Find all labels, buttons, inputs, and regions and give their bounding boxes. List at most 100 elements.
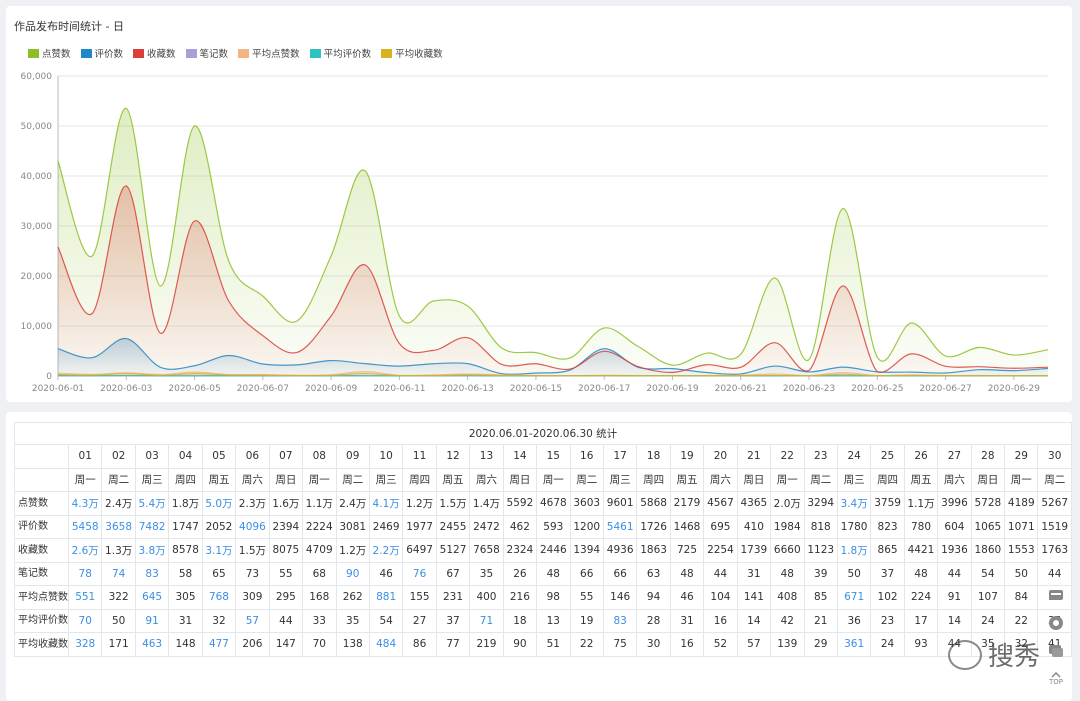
x-tick-label: 2020-06-21 bbox=[715, 384, 767, 394]
day-header: 14 bbox=[502, 444, 538, 469]
table-cell: 1519 bbox=[1037, 514, 1072, 539]
legend-label: 评价数 bbox=[94, 49, 124, 60]
table-cell: 35 bbox=[335, 608, 370, 633]
table-cell: 1.5万 bbox=[435, 491, 471, 516]
table-cell: 7658 bbox=[469, 538, 504, 563]
chart-legend: 点赞数 评价数 收藏数 笔记数 平均点赞数 平均评价数 平均收藏数 bbox=[28, 46, 443, 60]
feedback-icon[interactable] bbox=[1047, 586, 1065, 604]
table-cell: 1071 bbox=[1004, 514, 1039, 539]
day-header: 25 bbox=[870, 444, 905, 469]
table-row: 笔记数 78 74 83 58 65 73 55 68 90 46 76 67 35 26 48 66 66 63 4… bbox=[14, 561, 1072, 586]
table-cell: 2.3万 bbox=[235, 491, 270, 516]
weekday-header: 周二 bbox=[1037, 467, 1072, 492]
table-cell: 57 bbox=[235, 608, 270, 633]
table-cell: 4567 bbox=[703, 491, 738, 516]
table-cell: 3.1万 bbox=[201, 538, 237, 563]
table-cell: 1065 bbox=[970, 514, 1006, 539]
table-cell: 2.0万 bbox=[770, 491, 805, 516]
legend-item[interactable]: 笔记数 bbox=[185, 46, 228, 60]
table-cell: 1726 bbox=[636, 514, 671, 539]
table-cell: 1977 bbox=[402, 514, 437, 539]
day-header: 18 bbox=[636, 444, 671, 469]
legend-item[interactable]: 平均评价数 bbox=[309, 46, 371, 60]
table-cell: 5728 bbox=[970, 491, 1006, 516]
y-tick-label: 10,000 bbox=[21, 322, 53, 332]
table-cell: 231 bbox=[435, 585, 471, 610]
weekday-header: 周五 bbox=[669, 467, 705, 492]
table-cell: 881 bbox=[368, 585, 404, 610]
table-cell: 671 bbox=[836, 585, 872, 610]
table-cell: 1.1万 bbox=[903, 491, 939, 516]
weekday-header: 周一 bbox=[302, 467, 337, 492]
table-cell: 17 bbox=[903, 608, 939, 633]
day-header: 07 bbox=[268, 444, 304, 469]
table-cell: 73 bbox=[235, 561, 270, 586]
weekday-header: 周六 bbox=[937, 467, 972, 492]
table-cell: 102 bbox=[870, 585, 905, 610]
table-cell: 65 bbox=[201, 561, 237, 586]
table-cell: 94 bbox=[636, 585, 671, 610]
table-cell: 4365 bbox=[736, 491, 772, 516]
table-cell: 67 bbox=[435, 561, 471, 586]
table-cell: 91 bbox=[937, 585, 972, 610]
table-cell: 32 bbox=[1004, 632, 1039, 657]
legend-item[interactable]: 收藏数 bbox=[133, 46, 176, 60]
legend-item[interactable]: 平均点赞数 bbox=[238, 46, 300, 60]
table-cell: 1.8万 bbox=[836, 538, 872, 563]
legend-item[interactable]: 平均收藏数 bbox=[381, 46, 443, 60]
table-cell: 1468 bbox=[669, 514, 705, 539]
weekday-header: 周一 bbox=[67, 467, 103, 492]
table-cell: 1.2万 bbox=[335, 538, 370, 563]
table-cell: 31 bbox=[669, 608, 705, 633]
table-cell: 206 bbox=[235, 632, 270, 657]
x-tick-label: 2020-06-17 bbox=[578, 384, 630, 394]
weekday-header: 周一 bbox=[536, 467, 571, 492]
weekday-header: 周一 bbox=[770, 467, 805, 492]
table-cell: 1.5万 bbox=[235, 538, 270, 563]
chat-icon[interactable] bbox=[1047, 614, 1065, 632]
table-cell: 16 bbox=[703, 608, 738, 633]
table-cell: 4709 bbox=[302, 538, 337, 563]
day-header: 17 bbox=[602, 444, 638, 469]
x-tick-label: 2020-06-29 bbox=[988, 384, 1041, 394]
table-cell: 780 bbox=[903, 514, 939, 539]
weekday-header: 周五 bbox=[201, 467, 237, 492]
legend-item[interactable]: 点赞数 bbox=[28, 46, 71, 60]
message-icon[interactable] bbox=[1047, 642, 1065, 660]
table-cell: 85 bbox=[803, 585, 838, 610]
weekday-header: 周三 bbox=[836, 467, 872, 492]
series-line bbox=[57, 107, 1049, 366]
table-cell: 76 bbox=[402, 561, 437, 586]
legend-label: 点赞数 bbox=[42, 49, 71, 60]
table-cell: 2455 bbox=[435, 514, 471, 539]
table-cell: 3081 bbox=[335, 514, 370, 539]
day-header: 05 bbox=[201, 444, 237, 469]
table-cell: 16 bbox=[669, 632, 705, 657]
weekday-header: 周一 bbox=[1004, 467, 1039, 492]
table-cell: 1200 bbox=[569, 514, 604, 539]
table-cell: 147 bbox=[268, 632, 304, 657]
table-cell: 219 bbox=[469, 632, 504, 657]
day-header: 23 bbox=[803, 444, 838, 469]
table-cell: 30 bbox=[636, 632, 671, 657]
back-to-top-button[interactable]: TOP bbox=[1047, 670, 1065, 688]
table-cell: 90 bbox=[502, 632, 538, 657]
table-cell: 55 bbox=[569, 585, 604, 610]
weekday-header: 周六 bbox=[235, 467, 270, 492]
x-tick-label: 2020-06-01 bbox=[32, 384, 84, 394]
table-cell: 14 bbox=[937, 608, 972, 633]
table-cell: 22 bbox=[569, 632, 604, 657]
table-cell: 1780 bbox=[836, 514, 872, 539]
x-tick-label: 2020-06-13 bbox=[441, 384, 493, 394]
table-cell: 37 bbox=[870, 561, 905, 586]
table-cell: 29 bbox=[803, 632, 838, 657]
table-cell: 6497 bbox=[402, 538, 437, 563]
table-cell: 48 bbox=[669, 561, 705, 586]
table-cell: 823 bbox=[870, 514, 905, 539]
legend-item[interactable]: 评价数 bbox=[80, 46, 124, 60]
table-cell: 24 bbox=[970, 608, 1006, 633]
table-cell: 74 bbox=[101, 561, 136, 586]
table-cell: 52 bbox=[703, 632, 738, 657]
table-caption: 2020.06.01-2020.06.30 统计 bbox=[14, 422, 1072, 445]
legend-label: 平均点赞数 bbox=[252, 49, 300, 60]
